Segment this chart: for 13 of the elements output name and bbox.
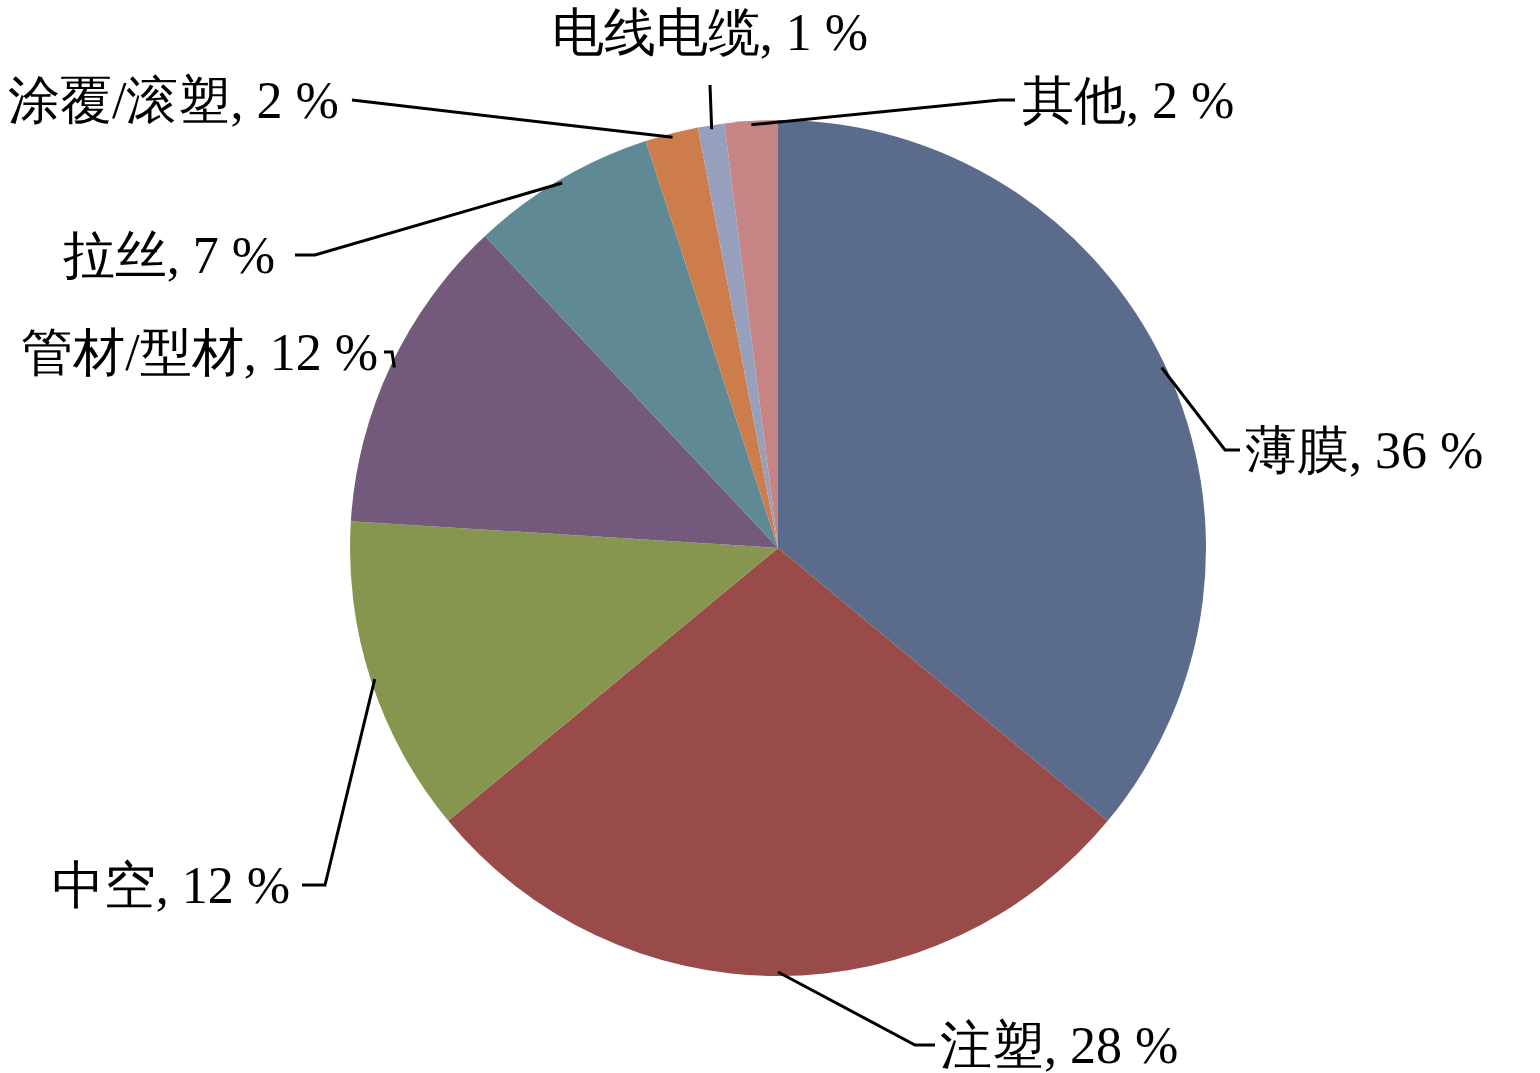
slice-label: 薄膜, 36 % — [1245, 422, 1484, 479]
slice-label: 电线电缆, 1 % — [551, 4, 869, 61]
pie-slice — [697, 123, 778, 548]
pie-slice — [350, 521, 778, 821]
pie-slice — [448, 548, 1108, 976]
pie-slice — [485, 140, 778, 548]
slice-label: 注塑, 28 % — [940, 1017, 1179, 1073]
slice-label: 管材/型材, 12 % — [21, 324, 378, 381]
slice-label: 中空, 12 % — [51, 857, 290, 914]
slice-label: 涂覆/滚塑, 2 % — [8, 72, 339, 129]
pie-slice — [645, 127, 778, 548]
slice-label: 其他, 2 % — [1022, 72, 1235, 129]
slice-label: 拉丝, 7 % — [62, 227, 275, 284]
